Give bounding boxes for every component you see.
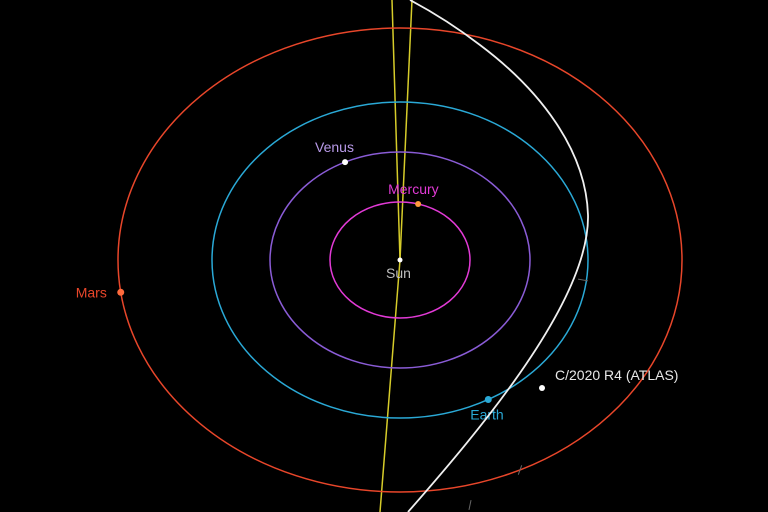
venus-body [342,159,348,165]
mars-body [117,289,124,296]
comet-label: C/2020 R4 (ATLAS) [555,367,678,383]
comet-body [539,385,545,391]
background [0,0,768,512]
sun-label: Sun [386,265,411,281]
mercury-body [415,201,421,207]
earth-label: Earth [470,407,503,423]
orbit-diagram: Mercury Venus Earth Mars C/2020 R4 (ATLAS) Su… [0,0,768,512]
earth-body [485,396,492,403]
mars-label: Mars [76,284,107,300]
sun-body [398,258,403,263]
venus-label: Venus [315,139,354,155]
mercury-label: Mercury [388,181,439,197]
